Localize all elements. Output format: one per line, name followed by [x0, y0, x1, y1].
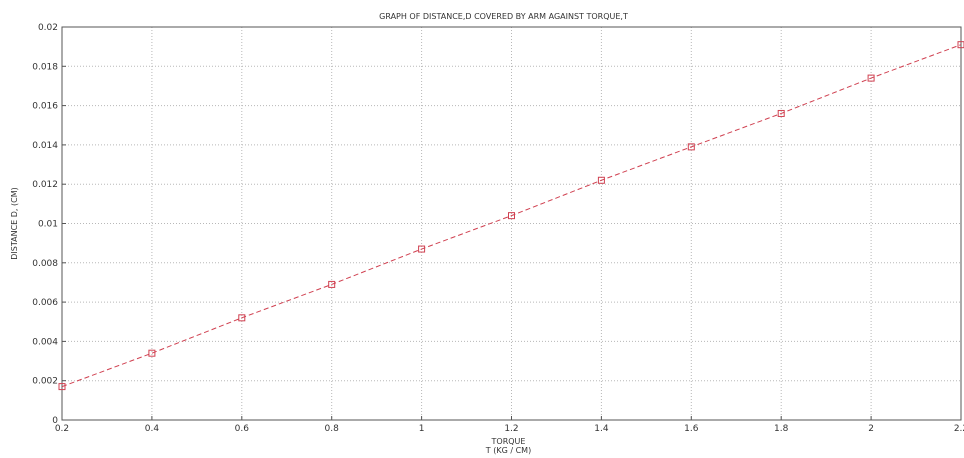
y-tick-label: 0.016	[32, 102, 58, 112]
grid	[62, 27, 961, 420]
x-tick-label: 1.2	[504, 424, 518, 434]
plot-frame	[61, 26, 962, 421]
x-tick-label: 1.6	[684, 424, 699, 434]
data-point-marker	[597, 176, 605, 184]
y-tick-label: 0.018	[32, 62, 58, 72]
y-tick-label: 0.014	[32, 141, 58, 151]
x-axis-unit-label: T (KG / CM)	[485, 446, 531, 455]
x-tick-label: 1.4	[594, 424, 609, 434]
x-axis-label: TORQUE	[491, 437, 526, 446]
x-tick-label: 2.2	[954, 424, 964, 434]
chart-title: GRAPH OF DISTANCE,D COVERED BY ARM AGAIN…	[379, 12, 628, 21]
data-point-marker	[687, 143, 695, 151]
y-tick-label: 0.02	[38, 23, 58, 33]
data-point-marker	[508, 212, 515, 220]
x-tick-label: 1	[419, 424, 425, 434]
x-tick-label: 0.8	[325, 424, 340, 434]
y-tick-label: 0.008	[32, 259, 58, 269]
data-series	[58, 41, 964, 391]
series-line	[61, 44, 962, 388]
x-tick-label: 0.6	[235, 424, 250, 434]
data-point-marker	[58, 383, 66, 391]
y-tick-label: 0.002	[32, 377, 58, 387]
y-axis-label: DISTANCE D, (CM)	[10, 187, 19, 259]
x-tick-label: 0.4	[145, 424, 160, 434]
x-tick-label: 0.2	[55, 424, 69, 434]
y-tick-label: 0	[52, 416, 58, 426]
x-tick-label: 2	[868, 424, 874, 434]
x-tick-label: 1.8	[774, 424, 789, 434]
y-tick-label: 0.01	[38, 220, 58, 230]
data-point-marker	[867, 74, 875, 82]
data-point-marker	[148, 349, 156, 357]
axis-ticks: 0.2 0.4 0.6 0.8 1 1.2 1.4 1.6 1.8 2 2.2 0 0.002 0.004…	[32, 23, 964, 434]
data-point-marker	[328, 280, 336, 288]
y-tick-label: 0.004	[32, 337, 58, 347]
y-tick-label: 0.012	[32, 180, 58, 190]
y-tick-label: 0.006	[32, 298, 58, 308]
data-point-marker	[418, 245, 426, 253]
data-point-marker	[238, 314, 246, 322]
data-point-marker	[957, 41, 964, 49]
data-point-marker	[777, 109, 785, 117]
